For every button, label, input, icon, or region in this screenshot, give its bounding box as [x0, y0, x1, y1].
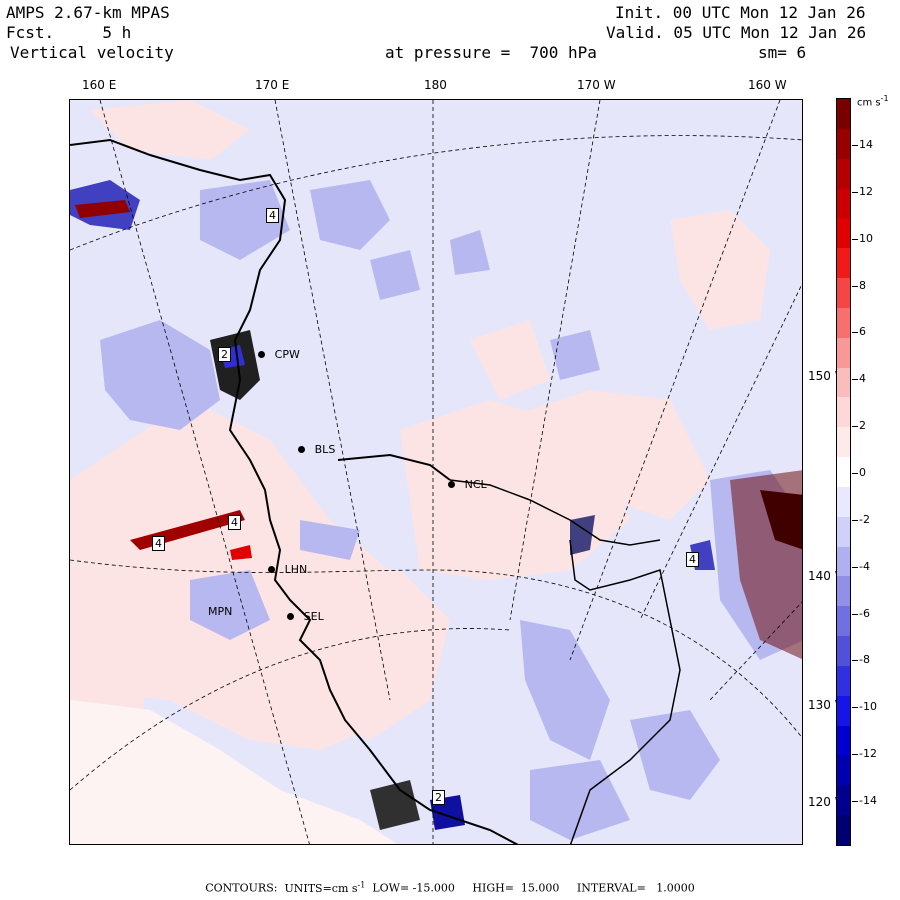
colorbar-tick [852, 660, 858, 662]
colorbar-label: 2 [859, 419, 866, 433]
colorbar-tick [852, 707, 858, 709]
map-canvas [70, 100, 802, 844]
colorbar-tick [852, 426, 858, 428]
colorbar-cell [837, 755, 850, 787]
high-value: HIGH= 15.000 [472, 881, 560, 895]
colorbar-tick [852, 332, 858, 334]
station-mpn: MPN [208, 605, 233, 618]
colorbar-cell [837, 785, 850, 817]
colorbar-label: -10 [859, 700, 877, 714]
colorbar-cell [837, 278, 850, 309]
field-name: Vertical velocity [10, 43, 174, 62]
colorbar-tick [852, 285, 858, 287]
colorbar-cell [837, 337, 850, 369]
colorbar-unit: cm s-1 [857, 94, 889, 109]
colorbar-cell [837, 248, 850, 280]
lon-label-180: 180 [424, 78, 447, 92]
colorbar-cell [837, 695, 850, 727]
colorbar-label: -4 [859, 559, 870, 573]
colorbar-cell [837, 99, 850, 130]
colorbar-tick [852, 754, 858, 756]
model-title: AMPS 2.67-km MPAS [6, 3, 170, 22]
units-label: UNITS=cm s-1 [284, 880, 366, 895]
low-value: LOW= -15.000 [372, 881, 455, 895]
graticule [70, 100, 802, 844]
colorbar-cell [837, 457, 850, 488]
contour-marker: 4 [266, 208, 279, 223]
colorbar-label: -12 [859, 747, 877, 761]
colorbar-cell [837, 486, 850, 518]
init-time: Init. 00 UTC Mon 12 Jan 26 [615, 3, 866, 22]
colorbar-label: 6 [859, 325, 866, 339]
colorbar-label: -14 [859, 794, 877, 807]
contours-label: CONTOURS: [205, 881, 278, 895]
colorbar-label: -6 [859, 606, 870, 620]
colorbar-cell [837, 516, 850, 548]
contour-marker: 2 [218, 347, 231, 362]
contour-info: CONTOURS: UNITS=cm s-1 LOW= -15.000 HIGH… [0, 880, 900, 895]
interval-value: INTERVAL= 1.0000 [576, 881, 695, 895]
colorbar-tick [852, 145, 858, 146]
colorbar-label: 0 [859, 466, 866, 479]
forecast-hour: Fcst. 5 h [6, 23, 132, 42]
contour-marker: 4 [228, 515, 241, 530]
lon-label-160w: 160 W [748, 78, 787, 92]
coastline [70, 138, 519, 844]
colorbar-label: 14 [859, 138, 873, 151]
colorbar-cell [837, 397, 850, 429]
station-cpw: CPW [258, 343, 300, 362]
colorbar-label: 8 [859, 278, 866, 292]
ross-coast [569, 539, 681, 844]
station-sel: SEL [287, 605, 324, 624]
colorbar-tick [852, 473, 858, 474]
contour-marker: 2 [432, 790, 445, 805]
colorbar-label: 10 [859, 231, 873, 245]
colorbar-cell [837, 158, 850, 190]
valid-time: Valid. 05 UTC Mon 12 Jan 26 [606, 23, 867, 42]
colorbar-cell [837, 576, 850, 608]
colorbar-cell [837, 725, 850, 757]
colorbar-cell [837, 427, 850, 459]
colorbar-cell [837, 367, 850, 399]
colorbar-label: -8 [859, 653, 870, 667]
contour-marker: 4 [152, 536, 165, 551]
lon-label-160e: 160 E [82, 78, 117, 92]
colorbar-cell [837, 636, 850, 667]
smoothing: sm= 6 [758, 43, 807, 62]
colorbar-cell [837, 606, 850, 638]
colorbar-cell [837, 128, 850, 160]
colorbar-cell [837, 546, 850, 578]
lon-label-170e: 170 E [255, 78, 290, 92]
colorbar-tick [852, 613, 858, 615]
colorbar-tick [852, 238, 858, 240]
colorbar-tick [852, 191, 858, 193]
colorbar-cell [837, 188, 850, 220]
colorbar-tick [852, 379, 858, 381]
pressure-level: at pressure = 700 hPa [385, 43, 597, 62]
colorbar-cell [837, 218, 850, 250]
contour-marker: 4 [686, 552, 699, 567]
colorbar-label: 12 [859, 184, 873, 198]
colorbar-tick [852, 801, 858, 802]
colorbar-label: 4 [859, 372, 866, 386]
colorbar-cell [837, 307, 850, 339]
colorbar [836, 98, 851, 846]
vertical-velocity-map: CPW BLS NCL LHN SEL MPN 4 2 4 4 4 2 [69, 99, 803, 845]
colorbar-tick [852, 566, 858, 568]
lon-label-170w: 170 W [577, 78, 616, 92]
station-bls: BLS [298, 438, 335, 457]
colorbar-cell [837, 665, 850, 697]
colorbar-label: -2 [859, 512, 870, 526]
colorbar-tick [852, 519, 858, 521]
station-ncl: NCL [448, 473, 487, 492]
station-lhn: LHN [268, 558, 307, 577]
ice-shelf-edge [337, 453, 451, 481]
colorbar-cell [837, 815, 850, 845]
